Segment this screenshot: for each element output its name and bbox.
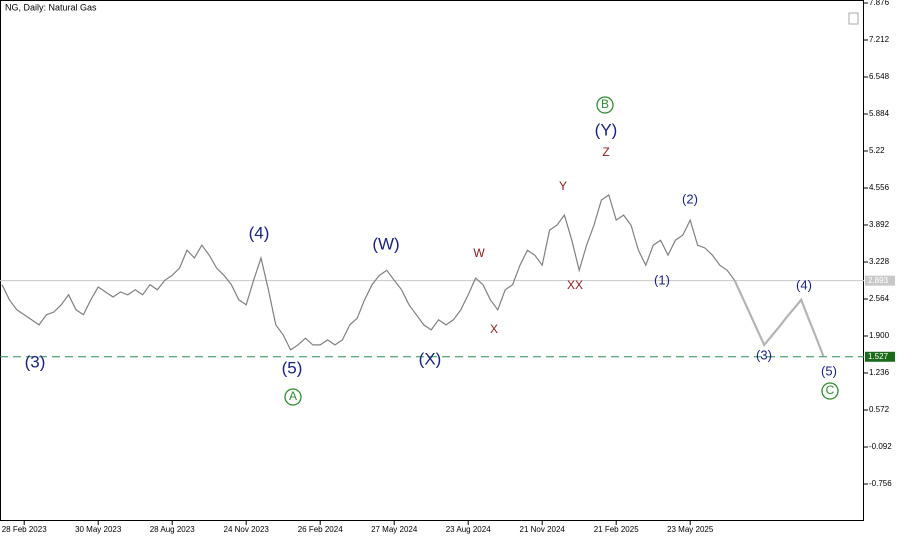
y-tick-label: 2.564 xyxy=(869,294,890,303)
y-tick-label: 1.236 xyxy=(869,368,890,377)
wave-label: Y xyxy=(559,179,567,193)
price-label: 2.893 xyxy=(868,276,889,285)
wave-label: XX xyxy=(567,278,583,292)
y-tick-label: -0.756 xyxy=(869,479,892,488)
price-box xyxy=(865,275,895,286)
wave-label: A xyxy=(289,389,297,403)
wave-circle xyxy=(821,382,839,400)
wave-label: (3) xyxy=(756,347,772,362)
wave-label: (5) xyxy=(821,363,837,378)
wave-label: (3) xyxy=(25,352,46,371)
y-tick-label: 1.900 xyxy=(869,331,890,340)
wave-label: X xyxy=(490,322,498,336)
wave-circle xyxy=(284,388,302,406)
y-tick-label: 5.884 xyxy=(869,109,890,118)
info-icon[interactable] xyxy=(848,12,859,25)
x-tick-label: 28 Feb 2023 xyxy=(2,525,47,534)
wave-label: C xyxy=(826,383,835,397)
y-tick-label: 3.892 xyxy=(869,220,890,229)
y-tick-label: -0.092 xyxy=(869,442,892,451)
wave-label: (5) xyxy=(282,358,303,377)
x-tick-label: 26 Feb 2024 xyxy=(298,525,343,534)
wave-circle xyxy=(596,96,614,114)
price-line xyxy=(1,194,736,351)
chart-title: NG, Daily: Natural Gas xyxy=(5,2,97,12)
price-label: 1.527 xyxy=(868,352,889,361)
y-tick-label: 6.548 xyxy=(869,72,890,81)
wave-label: (W) xyxy=(372,234,399,253)
y-tick-label: 5.22 xyxy=(869,146,885,155)
x-tick-label: 21 Nov 2024 xyxy=(520,525,566,534)
x-tick-label: 21 Feb 2025 xyxy=(594,525,639,534)
wave-label: (X) xyxy=(419,349,442,368)
x-tick-label: 28 Aug 2023 xyxy=(150,525,195,534)
x-tick-label: 24 Nov 2023 xyxy=(224,525,270,534)
price-line xyxy=(733,279,825,357)
y-tick-label: 0.572 xyxy=(869,405,890,414)
y-tick-label: 7.876 xyxy=(869,0,890,7)
price-box xyxy=(865,351,895,362)
wave-label: Z xyxy=(602,145,609,159)
x-tick-label: 23 Aug 2024 xyxy=(446,525,491,534)
wave-label: B xyxy=(601,97,609,111)
y-tick-label: 3.228 xyxy=(869,257,890,266)
wave-label: (4) xyxy=(796,277,812,292)
wave-label: (Y) xyxy=(595,120,618,139)
x-tick-label: 23 May 2025 xyxy=(667,525,714,534)
wave-label: (1) xyxy=(654,272,670,287)
x-tick-label: 30 May 2023 xyxy=(75,525,122,534)
wave-label: (4) xyxy=(249,223,270,242)
y-tick-label: 7.212 xyxy=(869,35,890,44)
wave-label: W xyxy=(473,246,485,260)
x-tick-label: 27 May 2024 xyxy=(371,525,418,534)
plot-frame xyxy=(0,0,864,521)
y-tick-label: 4.556 xyxy=(869,183,890,192)
wave-label: (2) xyxy=(682,191,698,206)
